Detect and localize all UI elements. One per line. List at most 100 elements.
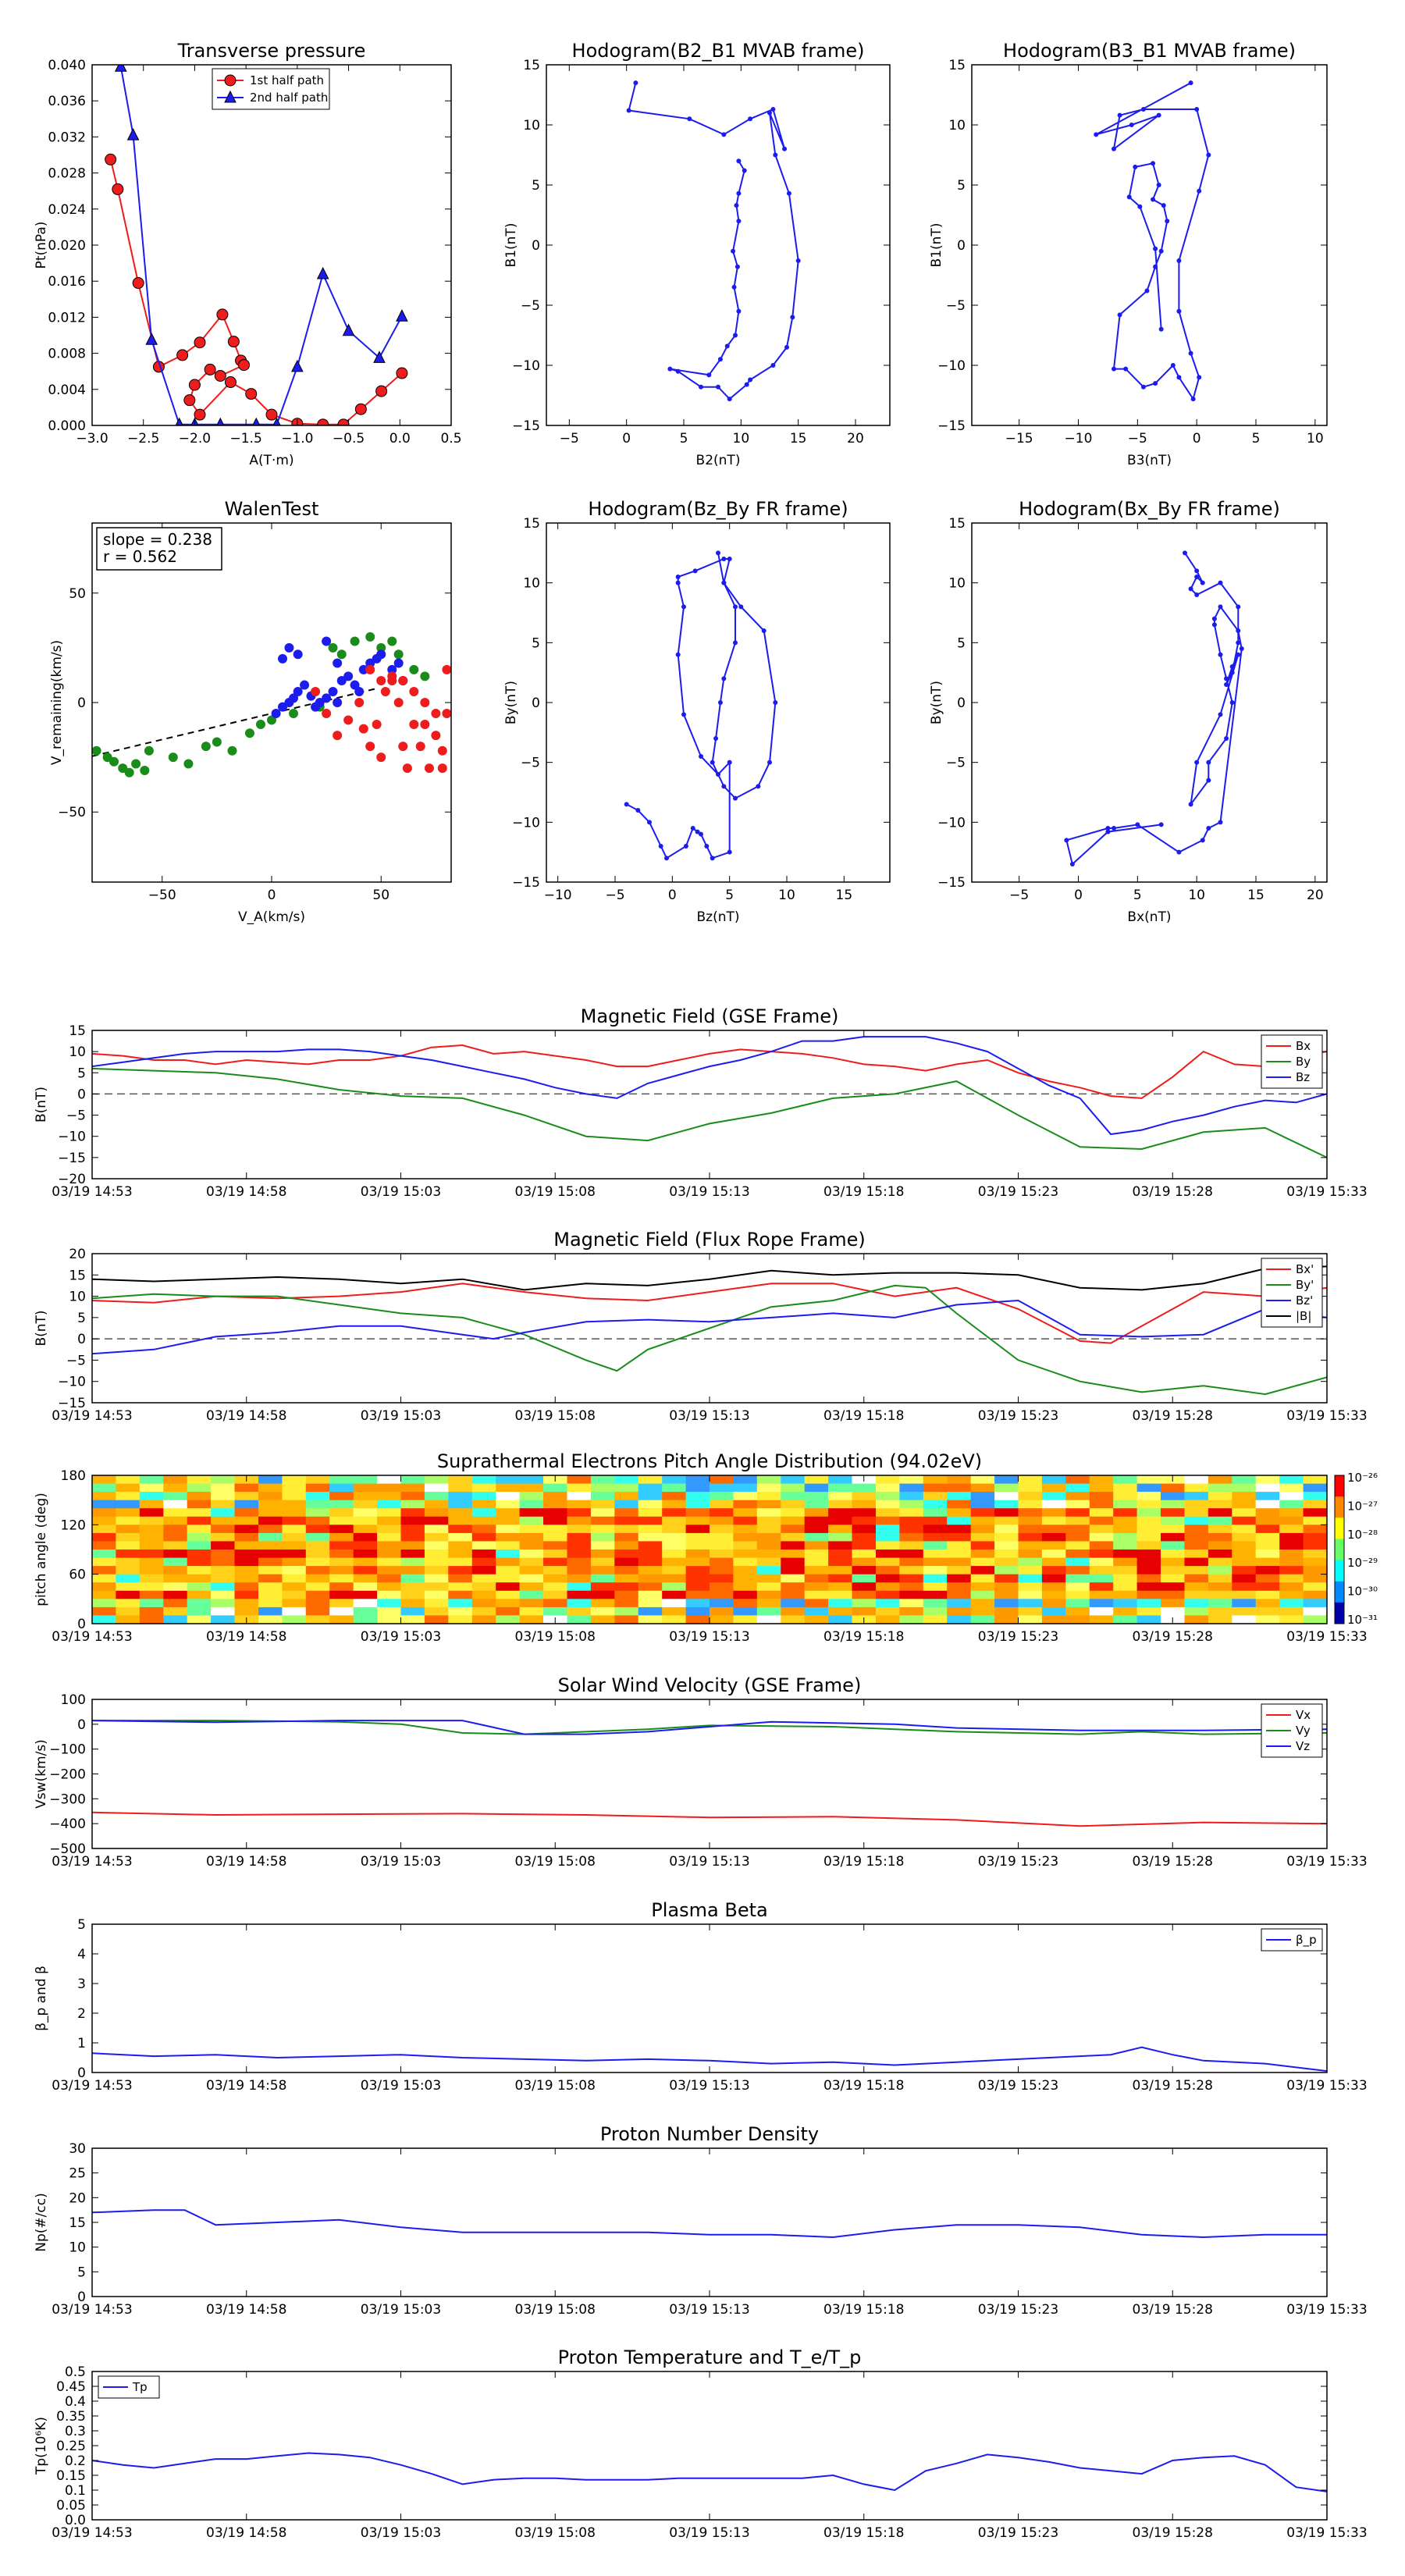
heatmap-cell <box>234 1582 259 1592</box>
panel-mag_gse: Magnetic Field (GSE Frame) 03/19 14:53 03/… <box>34 1005 1368 1200</box>
heatmap-cell <box>638 1500 663 1509</box>
data-point <box>131 759 141 769</box>
heatmap-cell <box>781 1525 806 1534</box>
y-tick-label: 0.028 <box>48 166 86 182</box>
chart-title: Plasma Beta <box>651 1899 767 1921</box>
y-tick-label: 60 <box>69 1567 86 1583</box>
annotation-line: r = 0.562 <box>103 547 177 566</box>
heatmap-cell <box>400 1566 425 1575</box>
heatmap-cell <box>471 1483 496 1493</box>
heatmap-cell <box>733 1475 758 1485</box>
heatmap-cell <box>1089 1500 1114 1509</box>
heatmap-cell <box>662 1500 687 1509</box>
heatmap-cell <box>1303 1492 1327 1501</box>
data-point <box>144 745 154 756</box>
heatmap-cell <box>282 1550 307 1559</box>
heatmap-cell <box>804 1500 829 1509</box>
y-axis-label: pitch angle (deg) <box>34 1493 49 1606</box>
x-tick-label: 03/19 15:28 <box>1133 1184 1213 1200</box>
heatmap-cell <box>947 1516 972 1525</box>
chart-title: Proton Temperature and T_e/T_p <box>558 2347 862 2368</box>
heatmap-cell <box>947 1557 972 1567</box>
x-tick-label: 0 <box>622 431 631 447</box>
data-point <box>721 132 727 137</box>
data-point <box>175 417 183 425</box>
heatmap-cell <box>448 1606 473 1617</box>
colorbar-segment <box>1335 1602 1344 1624</box>
heatmap-cell <box>211 1483 236 1493</box>
heatmap-cell <box>638 1492 663 1501</box>
y-tick-label: 0.4 <box>65 2394 86 2410</box>
heatmap-cell <box>994 1541 1019 1550</box>
heatmap-cell <box>543 1516 567 1525</box>
heatmap-cell <box>1303 1606 1327 1617</box>
heatmap-cell <box>1255 1516 1280 1525</box>
heatmap-cell <box>543 1566 567 1575</box>
heatmap-cell <box>710 1500 734 1509</box>
heatmap-cell <box>211 1525 236 1534</box>
heatmap-cell <box>519 1574 544 1583</box>
colorbar-segment <box>1335 1581 1344 1603</box>
data-point <box>683 844 688 849</box>
heatmap-cell <box>756 1615 781 1624</box>
y-tick-label: −15 <box>58 1396 86 1411</box>
x-tick-label: 03/19 14:58 <box>206 1408 286 1424</box>
heatmap-cell <box>685 1508 710 1517</box>
heatmap-cell <box>685 1557 710 1567</box>
heatmap-cell <box>590 1541 615 1550</box>
heatmap-cell <box>994 1475 1019 1485</box>
heatmap-cell <box>353 1508 378 1517</box>
heatmap-cell <box>828 1582 853 1592</box>
heatmap-cell <box>1136 1475 1161 1485</box>
heatmap-cell <box>163 1574 188 1583</box>
heatmap-cell <box>211 1541 236 1550</box>
heatmap-cell <box>424 1599 449 1608</box>
colorbar-segment <box>1335 1539 1344 1561</box>
heatmap-cell <box>116 1500 140 1509</box>
data-point <box>194 336 206 349</box>
panel-h3: Hodogram(Bz_By FR frame) −10 −5 0 5 10 15 −15 −1… <box>503 498 891 925</box>
heatmap-cell <box>1018 1574 1043 1583</box>
plot-frame <box>91 2371 1328 2521</box>
x-tick-label: 03/19 15:28 <box>1133 2078 1213 2094</box>
data-point <box>343 671 354 681</box>
data-point <box>1176 258 1182 264</box>
data-point <box>212 737 222 747</box>
x-tick-label: 03/19 15:33 <box>1286 2525 1367 2541</box>
heatmap-cell <box>258 1566 283 1575</box>
heatmap-cell <box>353 1550 378 1559</box>
heatmap-cell <box>1089 1599 1114 1608</box>
heatmap-cell <box>1255 1508 1280 1517</box>
data-point <box>1183 550 1187 556</box>
plot-area <box>92 632 451 777</box>
data-point <box>1211 616 1217 621</box>
heatmap-cell <box>116 1483 140 1493</box>
heatmap-cell <box>116 1566 140 1575</box>
heatmap-cell <box>970 1541 995 1550</box>
heatmap-cell <box>1065 1508 1090 1517</box>
data-point <box>1117 312 1122 318</box>
heatmap-cell <box>1018 1615 1043 1624</box>
data-point <box>316 266 329 279</box>
x-axis-label: A(T·m) <box>249 453 293 468</box>
series-line-0 <box>1065 552 1243 866</box>
heatmap-cell <box>543 1532 567 1542</box>
data-point <box>1151 197 1156 202</box>
y-tick-label: 0 <box>77 1617 86 1632</box>
heatmap-cell <box>781 1492 806 1501</box>
heatmap-cell <box>400 1557 425 1567</box>
data-point <box>105 153 117 165</box>
x-tick-label: 03/19 15:13 <box>669 1408 749 1424</box>
series-line-|B| <box>92 1265 1327 1291</box>
heatmap-cell <box>116 1582 140 1592</box>
heatmap-cell <box>329 1475 354 1485</box>
y-axis-label: Vsw(km/s) <box>34 1739 49 1809</box>
heatmap-cell <box>567 1550 592 1559</box>
heatmap-cell <box>710 1557 734 1567</box>
heatmap-cell <box>400 1615 425 1624</box>
heatmap-cell <box>424 1492 449 1501</box>
heatmap-cell <box>1113 1492 1138 1501</box>
y-axis-label: V_remaining(km/s) <box>49 640 65 765</box>
heatmap-cell <box>163 1525 188 1534</box>
heatmap-cell <box>116 1606 140 1617</box>
